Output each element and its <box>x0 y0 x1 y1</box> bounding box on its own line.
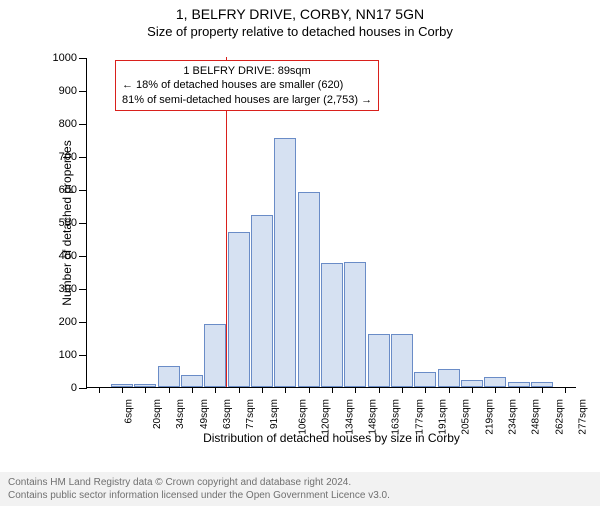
x-tick-label: 6sqm <box>123 399 134 423</box>
x-tick <box>215 387 216 393</box>
y-tick <box>79 289 87 290</box>
x-tick <box>122 387 123 393</box>
x-tick-label: 91sqm <box>269 399 280 429</box>
y-tick-label: 800 <box>59 118 77 130</box>
histogram-bar <box>111 384 133 387</box>
annotation-line: ← 18% of detached houses are smaller (62… <box>122 78 372 92</box>
histogram-bar <box>414 372 436 387</box>
x-tick-label: 49sqm <box>199 399 210 429</box>
x-tick-label: 191sqm <box>438 399 449 435</box>
y-tick-label: 300 <box>59 283 77 295</box>
x-tick <box>145 387 146 393</box>
x-tick <box>519 387 520 393</box>
histogram-bar <box>158 366 180 387</box>
x-tick-label: 177sqm <box>414 399 425 435</box>
chart-subtitle: Size of property relative to detached ho… <box>0 24 600 39</box>
x-tick <box>355 387 356 393</box>
histogram-bar <box>531 382 553 387</box>
x-tick <box>309 387 310 393</box>
y-tick <box>79 355 87 356</box>
y-tick-label: 900 <box>59 85 77 97</box>
histogram-bar <box>228 232 250 387</box>
x-tick <box>402 387 403 393</box>
x-tick <box>379 387 380 393</box>
x-tick-label: 120sqm <box>321 399 332 435</box>
x-tick <box>99 387 100 393</box>
y-tick <box>79 157 87 158</box>
histogram-bar <box>274 138 296 387</box>
x-tick-label: 134sqm <box>344 399 355 435</box>
x-tick <box>425 387 426 393</box>
histogram-bar <box>134 384 156 387</box>
y-tick <box>79 58 87 59</box>
x-tick-label: 277sqm <box>578 399 589 435</box>
y-tick-label: 200 <box>59 316 77 328</box>
histogram-bar <box>298 192 320 387</box>
x-tick <box>449 387 450 393</box>
x-tick <box>332 387 333 393</box>
x-tick-label: 248sqm <box>531 399 542 435</box>
x-tick-label: 148sqm <box>368 399 379 435</box>
y-tick-label: 1000 <box>53 52 77 64</box>
x-tick-label: 34sqm <box>175 399 186 429</box>
x-tick <box>542 387 543 393</box>
histogram-bar <box>438 369 460 387</box>
chart-title: 1, BELFRY DRIVE, CORBY, NN17 5GN <box>0 6 600 22</box>
x-tick-label: 163sqm <box>391 399 402 435</box>
y-tick-label: 100 <box>59 349 77 361</box>
x-tick-label: 219sqm <box>484 399 495 435</box>
attribution-footer: Contains HM Land Registry data © Crown c… <box>0 472 600 506</box>
footer-line-1: Contains HM Land Registry data © Crown c… <box>8 476 592 489</box>
x-tick-label: 234sqm <box>508 399 519 435</box>
y-tick <box>79 124 87 125</box>
plot-area: Number of detached properties Distributi… <box>86 58 576 388</box>
x-tick-label: 77sqm <box>245 399 256 429</box>
annotation-line: 81% of semi-detached houses are larger (… <box>122 93 372 107</box>
x-tick <box>192 387 193 393</box>
annotation-line: 1 BELFRY DRIVE: 89sqm <box>122 64 372 78</box>
x-tick-label: 205sqm <box>461 399 472 435</box>
histogram-bar <box>461 380 483 387</box>
histogram-bar <box>484 377 506 387</box>
histogram-bar <box>368 334 390 387</box>
y-tick <box>79 190 87 191</box>
x-tick <box>565 387 566 393</box>
y-tick-label: 700 <box>59 151 77 163</box>
histogram-bar <box>508 382 530 387</box>
histogram-bar <box>204 324 226 387</box>
histogram-bar <box>251 215 273 387</box>
y-tick <box>79 388 87 389</box>
y-tick-label: 500 <box>59 217 77 229</box>
x-tick <box>285 387 286 393</box>
y-tick <box>79 223 87 224</box>
x-tick-label: 63sqm <box>222 399 233 429</box>
y-tick-label: 600 <box>59 184 77 196</box>
x-tick-label: 106sqm <box>298 399 309 435</box>
y-tick <box>79 256 87 257</box>
histogram-bar <box>321 263 343 387</box>
footer-line-2: Contains public sector information licen… <box>8 489 592 502</box>
y-tick-label: 0 <box>71 382 77 394</box>
x-tick <box>262 387 263 393</box>
x-tick <box>495 387 496 393</box>
histogram-bar <box>344 262 366 387</box>
x-tick-label: 20sqm <box>152 399 163 429</box>
x-tick-label: 262sqm <box>554 399 565 435</box>
annotation-box: 1 BELFRY DRIVE: 89sqm← 18% of detached h… <box>115 60 379 111</box>
histogram-bar <box>391 334 413 387</box>
histogram-bar <box>181 375 203 387</box>
y-tick <box>79 322 87 323</box>
y-tick-label: 400 <box>59 250 77 262</box>
histogram-chart: Number of detached properties Distributi… <box>34 48 584 438</box>
y-tick <box>79 91 87 92</box>
x-tick <box>169 387 170 393</box>
x-tick <box>472 387 473 393</box>
x-tick <box>239 387 240 393</box>
